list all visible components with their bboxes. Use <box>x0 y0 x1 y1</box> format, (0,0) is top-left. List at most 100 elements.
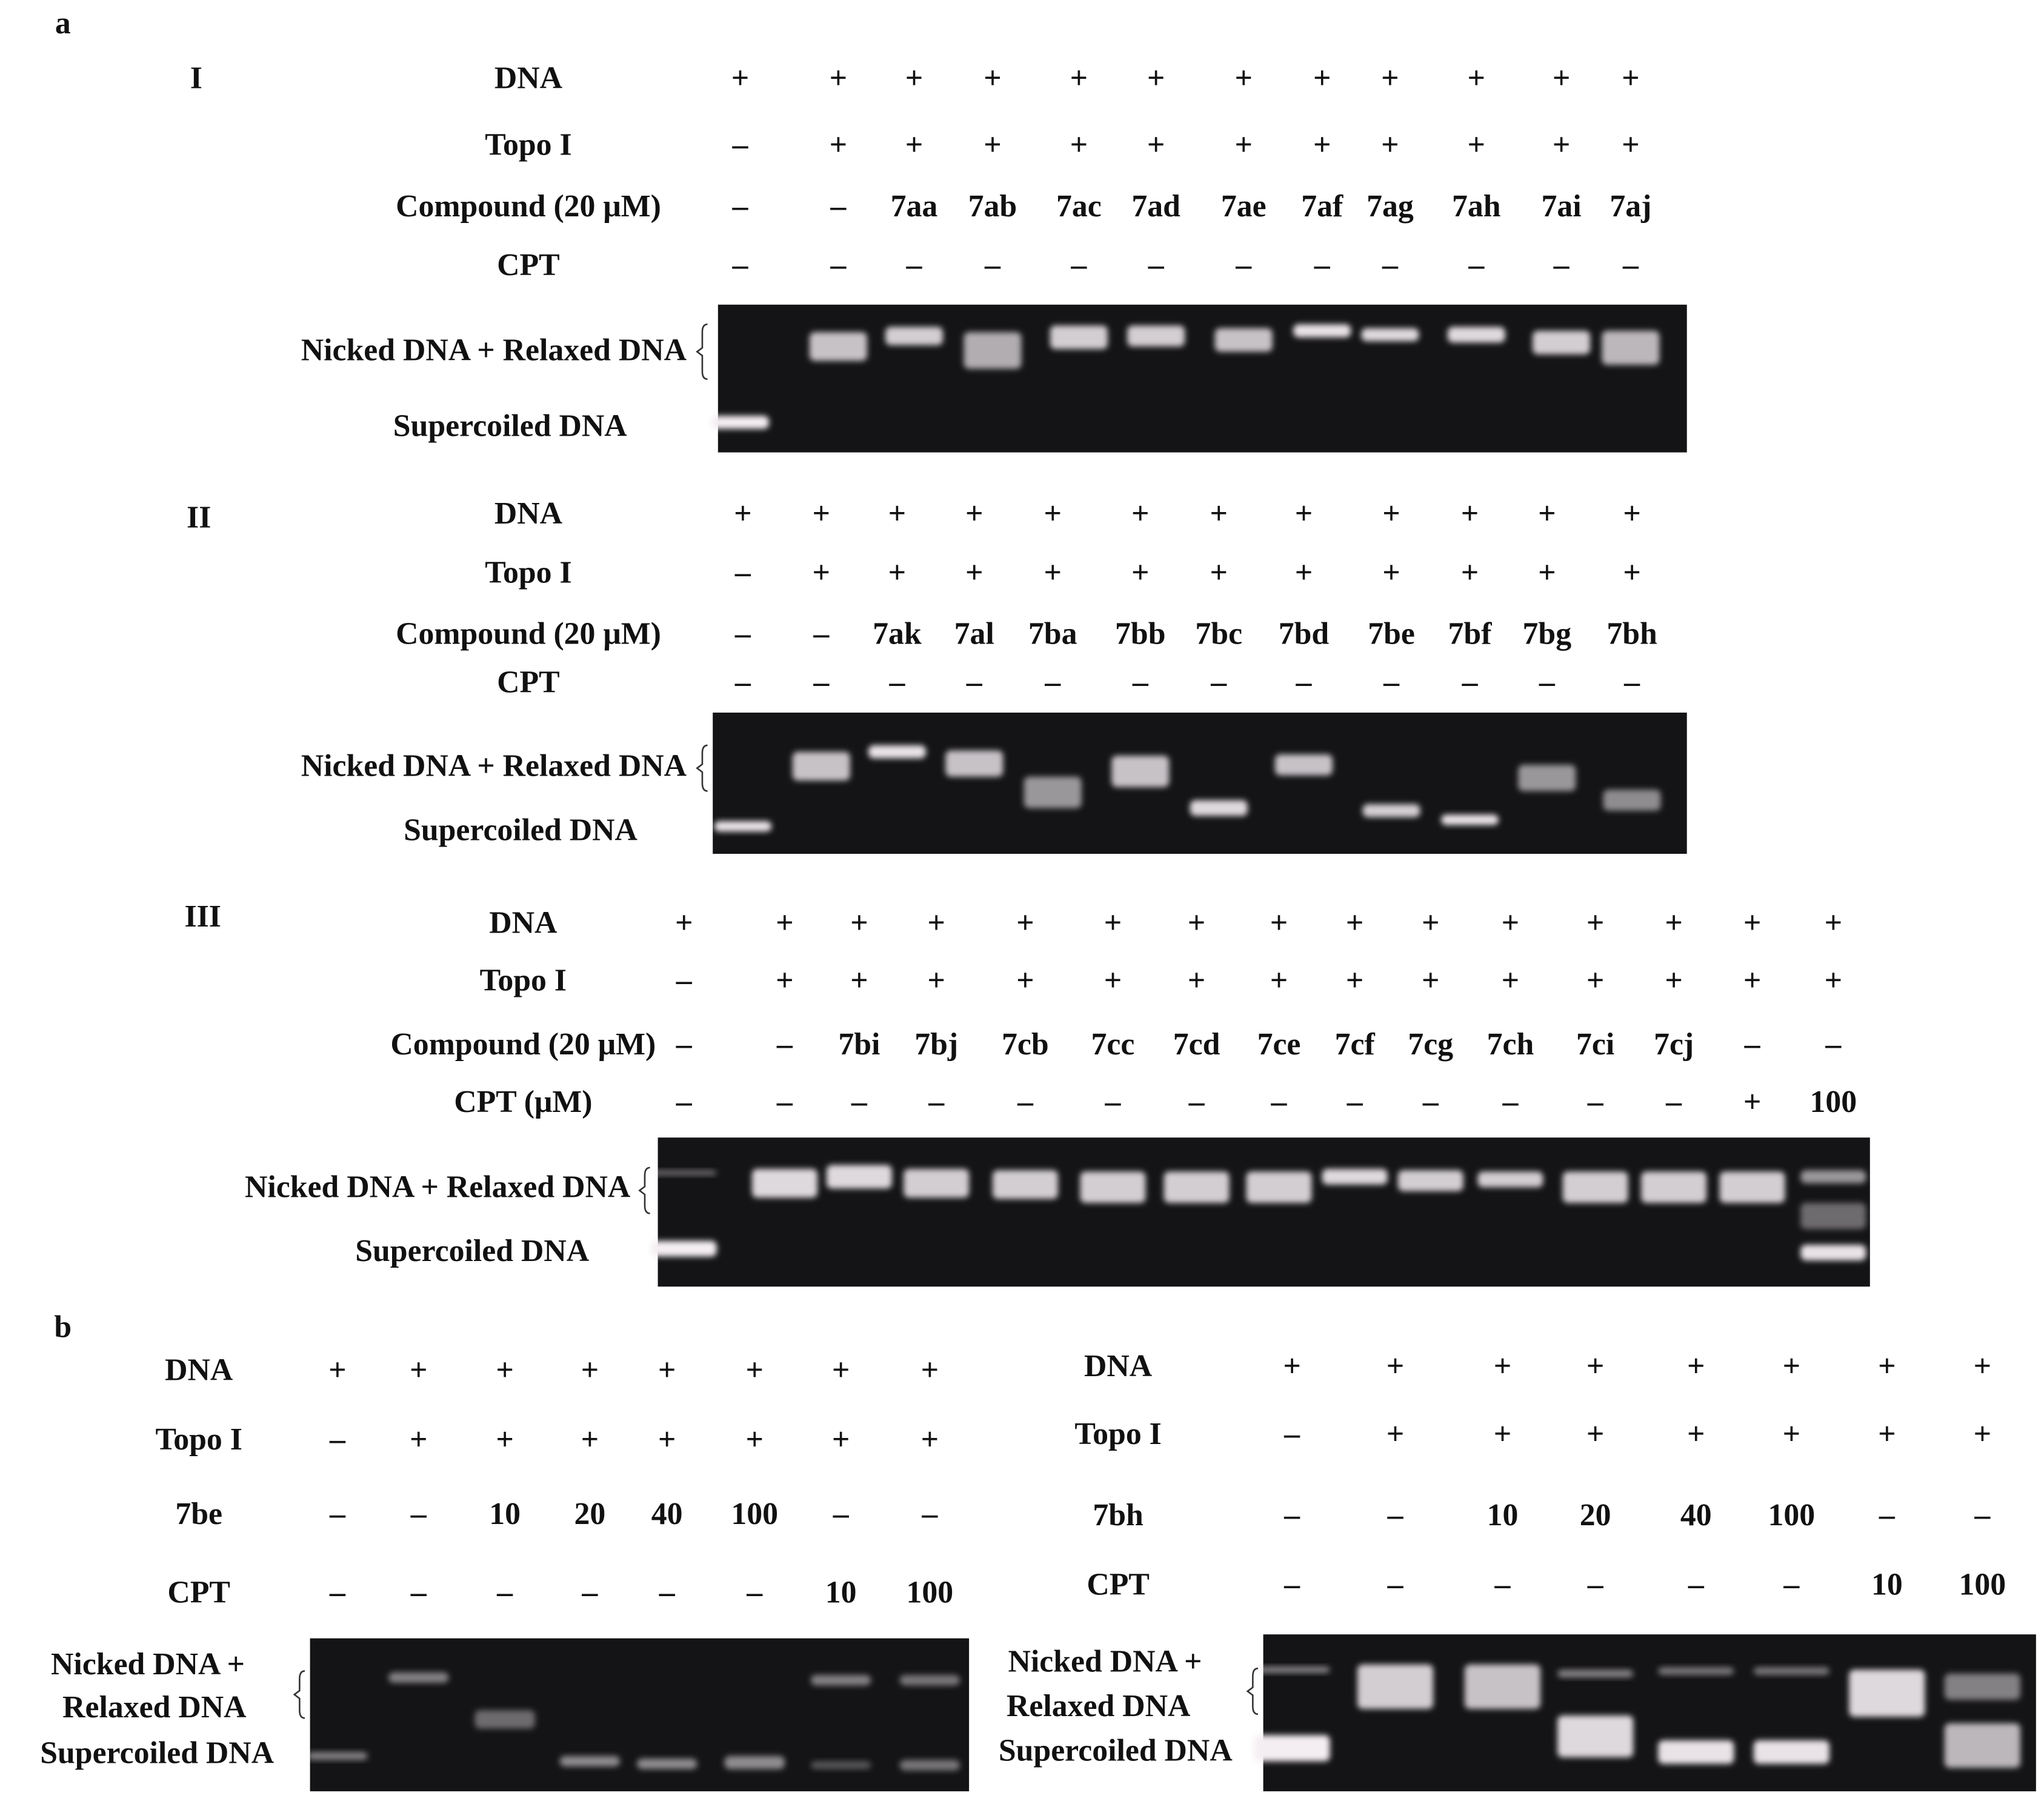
lane-cell: + <box>1468 128 1486 162</box>
lane-cell: 7al <box>954 617 994 651</box>
lane-cell: + <box>410 1422 428 1457</box>
lane-cell: – <box>1382 248 1399 282</box>
gel-band <box>559 1755 620 1767</box>
row-label: Compound (20 μM) <box>390 1027 656 1062</box>
lane-cell: 7ce <box>1257 1027 1301 1062</box>
gel-band <box>1533 330 1591 354</box>
brace <box>293 1670 305 1719</box>
gel-label: Supercoiled DNA <box>999 1733 1233 1768</box>
lane-cell: – <box>734 555 751 590</box>
lane-cell: + <box>776 963 794 998</box>
lane-cell: + <box>1623 496 1641 531</box>
lane-cell: + <box>832 1422 850 1457</box>
gel-band <box>1275 754 1333 776</box>
lane-cell: + <box>965 555 984 590</box>
lane-cell: – <box>1974 1498 1991 1532</box>
lane-cell: 7ak <box>873 617 922 651</box>
lane-cell: + <box>1461 496 1479 531</box>
lane-cell: + <box>1346 906 1364 940</box>
gel-band <box>1849 1669 1925 1717</box>
gel-band <box>1800 1203 1866 1230</box>
lane-cell: 7cg <box>1408 1027 1453 1062</box>
lane-cell: + <box>1622 128 1640 162</box>
lane-cell: – <box>496 1575 513 1609</box>
row-label: CPT (μM) <box>454 1085 592 1119</box>
lane-cell: – <box>1044 665 1061 700</box>
lane-cell: + <box>1783 1349 1801 1383</box>
gel-label: Nicked DNA + <box>1008 1645 1202 1679</box>
gel-label: Relaxed DNA <box>62 1690 246 1725</box>
lane-cell: + <box>1974 1417 1992 1451</box>
lane-cell: + <box>1295 496 1313 531</box>
lane-cell: – <box>1148 248 1165 282</box>
gel-band <box>885 327 943 345</box>
lane-cell: + <box>1070 61 1088 96</box>
lane-cell: 20 <box>574 1497 605 1531</box>
lane-cell: 100 <box>1810 1085 1857 1119</box>
row-label: DNA <box>489 906 557 940</box>
gel-band <box>1602 330 1660 365</box>
lane-cell: 7bg <box>1523 617 1572 651</box>
lane-cell: – <box>928 1085 945 1119</box>
lane-cell: + <box>1586 906 1605 940</box>
lane-cell: + <box>1586 1349 1605 1383</box>
gel-band <box>945 750 1004 777</box>
gel-band <box>1293 324 1351 338</box>
lane-cell: + <box>1270 906 1288 940</box>
lane-cell: + <box>1687 1349 1705 1383</box>
lane-cell: 7af <box>1301 189 1343 224</box>
lane-cell: 7ac <box>1056 189 1102 224</box>
gel-band <box>1800 1245 1866 1261</box>
gel-band <box>1658 1667 1734 1676</box>
lane-cell: + <box>496 1422 513 1457</box>
lane-cell: + <box>813 555 831 590</box>
lane-cell: 10 <box>1871 1567 1903 1602</box>
lane-cell: 7aj <box>1610 189 1651 224</box>
lane-cell: + <box>1295 555 1313 590</box>
lane-cell: + <box>745 1422 764 1457</box>
lane-cell: + <box>1104 906 1122 940</box>
lane-cell: – <box>830 248 847 282</box>
gel-band <box>1322 1169 1388 1185</box>
section-label: II <box>187 501 211 535</box>
lane-cell: – <box>1314 248 1331 282</box>
lane-cell: + <box>1381 128 1399 162</box>
lane-cell: 10 <box>489 1497 521 1531</box>
gel-band <box>1944 1723 2020 1768</box>
gel-band <box>1562 1171 1628 1203</box>
gel <box>717 304 1687 453</box>
lane-cell: + <box>1687 1417 1705 1451</box>
lane-cell: + <box>1131 555 1150 590</box>
row-label: CPT <box>497 248 560 282</box>
lane-cell: – <box>813 665 830 700</box>
lane-cell: + <box>1346 963 1364 998</box>
lane-cell: – <box>1622 248 1639 282</box>
lane-cell: – <box>1825 1027 1842 1062</box>
panel-label: b <box>54 1309 72 1344</box>
lane-cell: 100 <box>1959 1567 2006 1602</box>
lane-cell: – <box>1105 1085 1122 1119</box>
lane-cell: – <box>581 1575 598 1609</box>
lane-cell: + <box>1210 496 1228 531</box>
lane-cell: – <box>984 248 1001 282</box>
lane-cell: – <box>676 963 693 998</box>
lane-cell: + <box>1188 963 1206 998</box>
lane-cell: 7ba <box>1028 617 1077 651</box>
lane-cell: + <box>1825 906 1843 940</box>
lane-cell: + <box>888 555 907 590</box>
lane-cell: 7bh <box>1606 617 1657 651</box>
gel-band <box>1719 1171 1785 1203</box>
lane-cell: 7bf <box>1448 617 1493 651</box>
gel-band <box>992 1170 1058 1199</box>
lane-cell: – <box>1879 1498 1896 1532</box>
lane-cell: + <box>1104 963 1122 998</box>
row-label: CPT <box>1087 1567 1150 1602</box>
gel-band <box>1603 790 1661 811</box>
lane-cell: – <box>1553 248 1570 282</box>
lane-cell: + <box>1387 1417 1405 1451</box>
lane-cell: – <box>966 665 983 700</box>
lane-cell: 7aa <box>891 189 938 224</box>
lane-cell: – <box>1623 665 1640 700</box>
